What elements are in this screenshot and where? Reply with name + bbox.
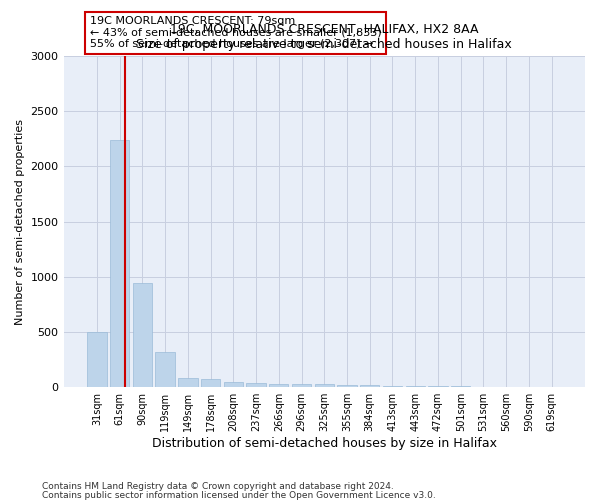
Bar xyxy=(178,378,197,387)
Bar xyxy=(201,380,220,387)
Bar xyxy=(383,386,402,387)
Bar xyxy=(360,385,379,387)
Text: Contains public sector information licensed under the Open Government Licence v3: Contains public sector information licen… xyxy=(42,490,436,500)
Bar xyxy=(292,384,311,387)
Text: Contains HM Land Registry data © Crown copyright and database right 2024.: Contains HM Land Registry data © Crown c… xyxy=(42,482,394,491)
Bar xyxy=(133,284,152,387)
Bar xyxy=(155,352,175,387)
Bar xyxy=(247,384,266,387)
Bar xyxy=(224,382,243,387)
Bar xyxy=(110,140,130,387)
Bar xyxy=(337,385,356,387)
Bar xyxy=(269,384,289,387)
Bar xyxy=(428,386,448,387)
Bar xyxy=(87,332,107,387)
Text: 19C MOORLANDS CRESCENT: 79sqm
← 43% of semi-detached houses are smaller (1,833)
: 19C MOORLANDS CRESCENT: 79sqm ← 43% of s… xyxy=(89,16,381,50)
Bar xyxy=(406,386,425,387)
Bar xyxy=(474,386,493,387)
Title: 19C, MOORLANDS CRESCENT, HALIFAX, HX2 8AA
Size of property relative to semi-deta: 19C, MOORLANDS CRESCENT, HALIFAX, HX2 8A… xyxy=(136,22,512,50)
Bar xyxy=(496,386,516,387)
X-axis label: Distribution of semi-detached houses by size in Halifax: Distribution of semi-detached houses by … xyxy=(152,437,497,450)
Y-axis label: Number of semi-detached properties: Number of semi-detached properties xyxy=(15,118,25,324)
Bar xyxy=(314,384,334,387)
Bar xyxy=(451,386,470,387)
